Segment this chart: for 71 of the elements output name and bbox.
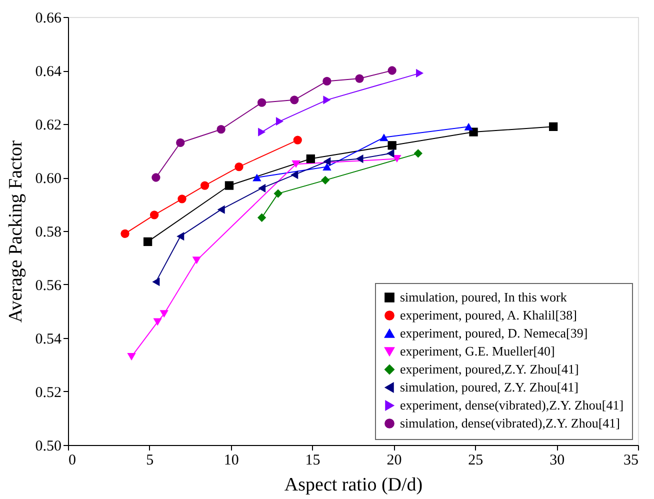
legend-label: experiment, poured, A. Khalil[38]	[400, 308, 577, 322]
point	[323, 96, 331, 104]
legend-label: simulation, poured, In this work	[400, 290, 568, 304]
point	[355, 74, 364, 83]
point	[322, 163, 332, 171]
y-tick-label: 0.58	[35, 224, 62, 240]
point	[178, 194, 186, 204]
y-tick-label: 0.54	[35, 332, 62, 348]
point	[120, 229, 130, 238]
legend-label: experiment, poured,Z.Y. Zhou[41]	[400, 362, 579, 376]
x-tick-label: 35	[624, 452, 638, 468]
point	[306, 154, 315, 164]
point	[252, 174, 262, 182]
point	[127, 352, 136, 360]
y-tick-label: 0.60	[35, 171, 62, 187]
point	[416, 68, 424, 78]
x-tick-label: 30	[550, 452, 565, 468]
point	[388, 141, 396, 150]
point	[464, 122, 473, 130]
point	[290, 96, 299, 104]
point	[290, 170, 298, 180]
y-tick-label: 0.56	[35, 278, 62, 294]
point	[153, 318, 162, 326]
point	[356, 154, 364, 164]
point	[216, 125, 226, 134]
legend-label: experiment, dense(vibrated),Z.Y. Zhou[41]	[400, 398, 624, 412]
legend-label: experiment, G.E. Mueller[40]	[400, 344, 555, 358]
point	[160, 310, 168, 318]
x-tick-label: 10	[224, 452, 239, 468]
legend-label: simulation, poured, Z.Y. Zhou[41]	[400, 380, 578, 394]
point	[152, 173, 160, 182]
point	[293, 136, 302, 144]
point	[323, 157, 331, 166]
point	[176, 232, 184, 241]
x-tick-label: 15	[305, 452, 320, 468]
point	[548, 122, 558, 132]
point	[380, 134, 388, 142]
x-tick-label: 20	[386, 452, 402, 468]
point	[176, 138, 185, 148]
point	[322, 76, 332, 86]
y-tick-label: 0.64	[35, 64, 62, 80]
point	[276, 116, 284, 126]
point	[224, 181, 234, 190]
y-tick-label: 0.62	[35, 118, 62, 134]
point	[386, 149, 394, 158]
point	[258, 184, 266, 193]
point	[292, 160, 300, 168]
point	[414, 149, 422, 158]
point	[258, 128, 266, 136]
point	[192, 256, 201, 264]
point	[234, 162, 244, 172]
legend-label: simulation, dense(vibrated),Z.Y. Zhou[41]	[400, 416, 620, 430]
x-tick-label: 25	[468, 452, 484, 468]
y-tick-label: 0.50	[35, 438, 62, 454]
point	[152, 277, 160, 286]
point	[150, 210, 159, 220]
point	[257, 213, 266, 222]
point	[388, 66, 396, 75]
x-tick-label: 5	[146, 452, 154, 468]
x-tick-label: 0	[68, 452, 76, 468]
point	[200, 181, 210, 190]
y-tick-label: 0.52	[35, 385, 62, 401]
point	[274, 189, 282, 198]
point	[257, 98, 266, 107]
point	[143, 237, 152, 246]
y-axis-title: Average Packing Factor	[5, 140, 26, 323]
point	[217, 205, 225, 214]
point	[320, 176, 330, 185]
legend-label: experiment, poured, D. Nemeca[39]	[400, 326, 588, 340]
x-axis-title: Aspect ratio (D/d)	[284, 474, 423, 496]
y-tick-label: 0.66	[35, 10, 62, 26]
